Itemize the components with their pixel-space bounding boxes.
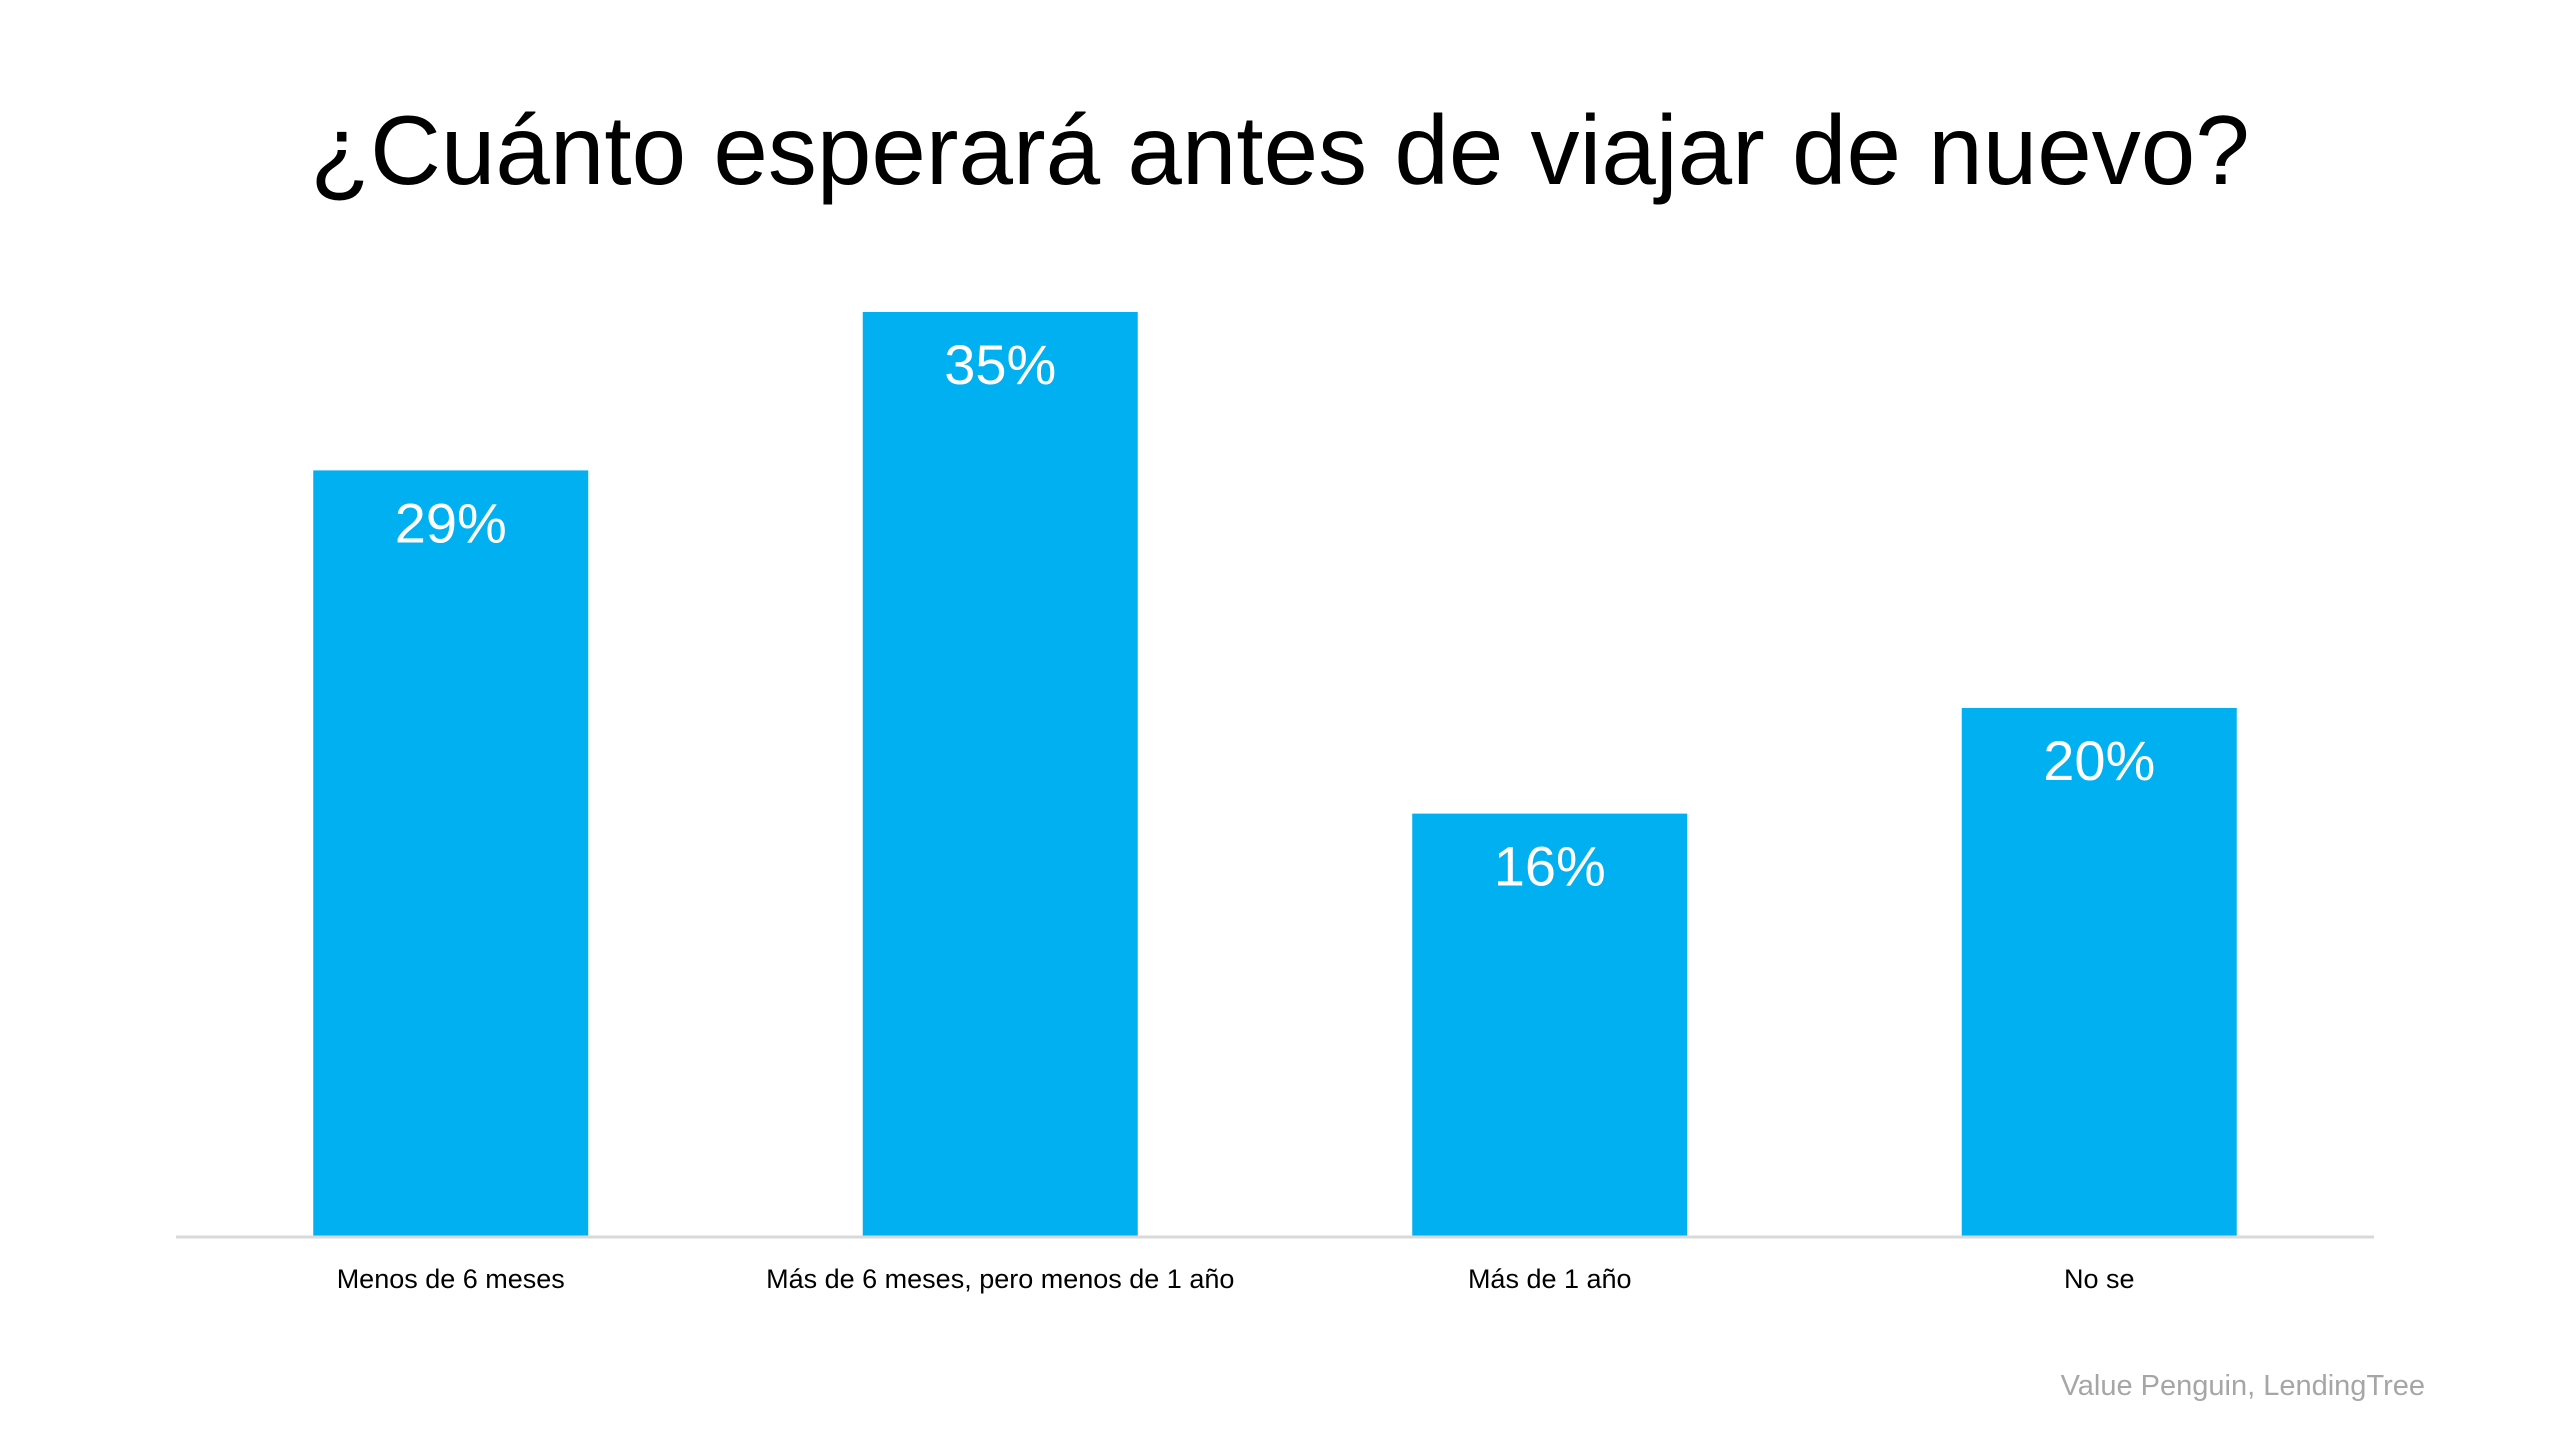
data-label: 16% (1494, 835, 1606, 898)
chart-title: ¿Cuánto esperará antes de viajar de nuev… (310, 95, 2250, 205)
source-credit: Value Penguin, LendingTree (2060, 1370, 2425, 1402)
category-label: Menos de 6 meses (337, 1264, 565, 1294)
bar (862, 312, 1138, 1236)
bar (1961, 708, 2237, 1236)
category-label: Más de 1 año (1468, 1264, 1632, 1294)
bar (1412, 813, 1688, 1236)
data-label: 29% (395, 491, 507, 554)
data-label: 20% (2043, 729, 2155, 792)
category-label: No se (2064, 1264, 2135, 1294)
category-label: Más de 6 meses, pero menos de 1 año (766, 1264, 1234, 1294)
bar (313, 470, 589, 1236)
data-label: 35% (944, 333, 1056, 396)
